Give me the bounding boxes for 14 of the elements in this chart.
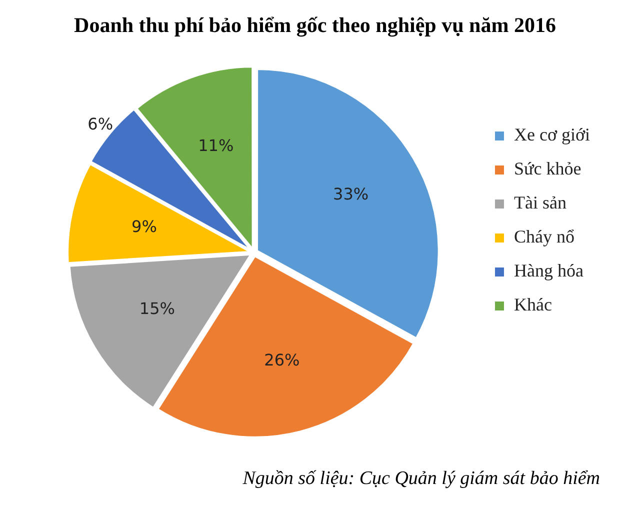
data-label: 9% [132, 217, 157, 236]
data-label: 11% [198, 136, 234, 155]
legend-label: Hàng hóa [514, 260, 584, 281]
data-label: 6% [88, 114, 114, 134]
data-label: 15% [139, 299, 175, 318]
legend-label: Cháy nổ [514, 226, 574, 247]
legend-label: Sức khỏe [514, 158, 582, 179]
text: Nguồn số liệu: Cục Quản lý giám sát bảo hiểm [242, 468, 600, 490]
data-label: 26% [264, 350, 300, 370]
data-label: 33% [333, 184, 369, 204]
chart-title: Doanh thu phí bảo hiểm gốc theo nghiệp vụ năm 2016 [74, 13, 556, 38]
legend-label: Tài sản [514, 192, 566, 213]
legend-label: Xe cơ giới [514, 124, 590, 145]
legend-label: Khác [514, 294, 552, 315]
